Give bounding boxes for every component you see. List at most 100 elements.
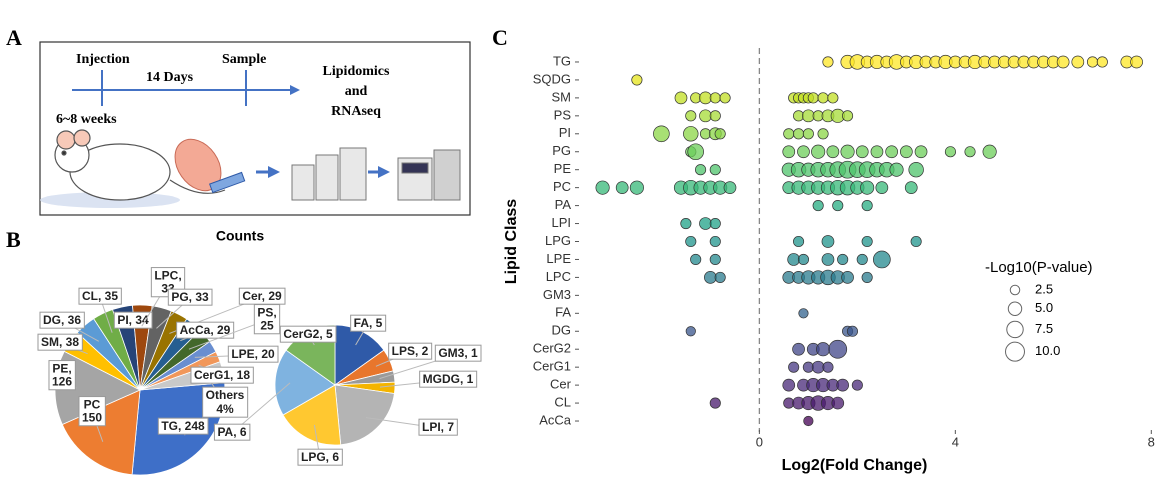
pie-slice	[334, 384, 395, 446]
data-label: CL, 35	[82, 289, 118, 303]
arrow	[268, 166, 280, 178]
label-group: PI, 34	[113, 311, 153, 329]
x-tick-label: 4	[952, 434, 959, 449]
pie-slice	[282, 384, 342, 446]
label-group: DG, 36	[39, 311, 100, 342]
bubble	[861, 271, 873, 283]
bubble	[842, 110, 854, 122]
bubble	[699, 217, 712, 230]
label-box	[279, 325, 337, 343]
bubble	[695, 164, 707, 176]
bubble	[828, 339, 848, 359]
y-tick-label: LPC	[546, 269, 571, 284]
y-tick-label: GM3	[543, 287, 571, 302]
bubble	[690, 253, 702, 265]
pie	[274, 324, 396, 446]
bubble	[631, 74, 643, 86]
bubble	[709, 253, 721, 265]
chart-title: Counts	[216, 228, 264, 244]
y-tick-label: PI	[559, 125, 571, 140]
bubble	[792, 342, 805, 356]
y-tick-label: LPE	[546, 251, 571, 266]
bubble	[683, 126, 699, 142]
label-group: MGDG, 1	[379, 370, 478, 388]
data-label: DG, 36	[43, 313, 81, 327]
bubble	[802, 128, 814, 140]
legend-size	[1005, 341, 1025, 362]
data-label: GM3, 1	[438, 346, 478, 360]
bubble	[782, 145, 796, 159]
diagram-text: 6~8 weeks	[56, 112, 117, 127]
bubble	[856, 253, 868, 265]
bubble	[699, 109, 712, 123]
data-label: PG, 33	[171, 290, 209, 304]
label-box	[78, 396, 106, 427]
bubble	[685, 235, 697, 248]
bubble	[861, 200, 873, 212]
label-box	[157, 417, 209, 435]
y-tick-label: DG	[552, 323, 572, 338]
data-label: PE, 126	[52, 362, 72, 389]
legend-label: 2.5	[1035, 281, 1053, 296]
mouse	[40, 129, 226, 208]
x-tick-label: 0	[756, 434, 763, 449]
label-group: SM, 38	[37, 333, 88, 355]
bubble	[870, 145, 884, 159]
diagram-text: 14 Days	[146, 70, 194, 85]
bubble	[846, 325, 858, 337]
bubble	[826, 145, 840, 159]
bubble	[832, 200, 844, 212]
bubble	[811, 360, 825, 374]
bubble	[861, 235, 873, 248]
bubble	[687, 143, 704, 161]
bubble	[719, 92, 731, 104]
bubble	[964, 146, 976, 158]
bubble	[817, 92, 829, 104]
bubble	[822, 56, 834, 68]
bubble	[889, 162, 904, 177]
bubble	[982, 144, 997, 159]
panel-label: C	[492, 25, 508, 50]
label-group: PE, 126	[48, 360, 77, 391]
bubble	[827, 92, 839, 104]
bubble	[674, 91, 688, 105]
label-group: PA, 6	[213, 382, 291, 441]
label-group: GM3, 1	[379, 344, 482, 380]
label-box	[297, 448, 343, 466]
bubble	[788, 361, 800, 373]
bubble	[837, 253, 849, 265]
x-tick-label: 8	[1148, 434, 1155, 449]
data-label: PC 150	[82, 398, 102, 425]
bubble	[629, 180, 644, 195]
arrow	[290, 85, 300, 95]
bubble	[798, 308, 809, 319]
bubble	[793, 235, 805, 248]
bubble	[836, 378, 850, 392]
label-box	[213, 423, 251, 441]
bubble	[841, 271, 854, 284]
label-group: LPE, 20	[194, 345, 279, 363]
bubble	[860, 180, 875, 195]
ms-instrument	[397, 149, 461, 201]
y-tick-label: CerG1	[533, 359, 571, 374]
bubble	[811, 144, 826, 159]
bubble	[831, 396, 845, 410]
data-label: TG, 248	[161, 419, 205, 433]
legend-label: 10.0	[1035, 343, 1060, 358]
bubble	[595, 180, 610, 195]
legend-label: 5.0	[1035, 300, 1053, 315]
bubble	[714, 128, 726, 140]
bubble	[1096, 56, 1108, 68]
bubble	[793, 128, 805, 140]
others-label: Others	[206, 388, 245, 402]
diagram-text: Sample	[222, 52, 266, 67]
bubble	[944, 146, 956, 158]
bubble	[699, 91, 712, 105]
data-label: CerG1, 18	[194, 368, 250, 382]
bubble	[910, 235, 922, 248]
label-group: CerG2, 5	[279, 325, 337, 346]
bubble	[821, 235, 835, 248]
label-box	[388, 342, 433, 360]
label-group: Cer, 29	[169, 287, 286, 334]
